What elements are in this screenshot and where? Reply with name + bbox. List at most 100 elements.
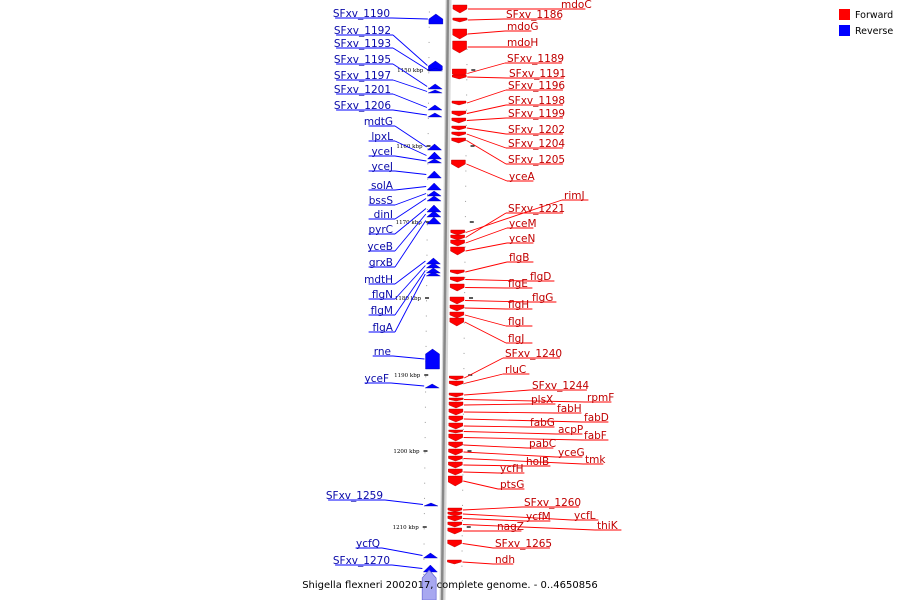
gene-label-holb[interactable]: holB	[526, 456, 549, 468]
gene-label-sfxv-1206[interactable]: SFxv_1206	[334, 100, 391, 112]
gene-rne[interactable]	[425, 348, 440, 370]
gene-label-sfxv-1244[interactable]: SFxv_1244	[532, 380, 589, 392]
gene-sola[interactable]	[426, 182, 442, 191]
gene-label-flgi[interactable]: flgI	[508, 316, 524, 328]
gene-bsss[interactable]	[426, 190, 442, 197]
gene-lpxl[interactable]	[426, 151, 442, 160]
gene-label-lpxl[interactable]: lpxL	[371, 131, 393, 143]
gene-label-ndh[interactable]: ndh	[495, 554, 515, 566]
gene-label-pabc[interactable]: pabC	[529, 438, 556, 450]
gene-label-sfxv-1190[interactable]: SFxv_1190	[333, 8, 390, 20]
gene-label-sfxv-1192[interactable]: SFxv_1192	[334, 25, 391, 37]
gene-label-sfxv-1186[interactable]: SFxv_1186	[506, 9, 563, 21]
gene-ycfq[interactable]	[422, 552, 439, 559]
gene-label-flgn[interactable]: flgN	[372, 289, 393, 301]
gene-label-thik[interactable]: thiK	[597, 520, 619, 532]
gene-mdtg[interactable]	[427, 143, 443, 151]
gene-rpmf[interactable]	[448, 397, 464, 402]
gene-label-sfxv-1265[interactable]: SFxv_1265	[495, 538, 552, 550]
gene-label-ycef[interactable]: yceF	[365, 373, 390, 385]
gene-label-sfxv-1270[interactable]: SFxv_1270	[333, 555, 390, 567]
gene-label-tmk[interactable]: tmk	[585, 454, 606, 466]
gene-label-fabh[interactable]: fabH	[557, 403, 582, 415]
gene-label-ycfm[interactable]: ycfM	[526, 511, 551, 523]
gene-label-sfxv-1259[interactable]: SFxv_1259	[326, 490, 383, 502]
gene-sfxv-1190[interactable]	[428, 13, 444, 25]
gene-label-flgm[interactable]: flgM	[371, 305, 393, 317]
gene-label-flge[interactable]: flgE	[508, 278, 528, 290]
gene-fabh[interactable]	[448, 408, 464, 416]
gene-sfxv-1199[interactable]	[451, 117, 467, 124]
gene-flgd[interactable]	[450, 276, 465, 283]
gene-sfxv-1191[interactable]	[452, 74, 467, 80]
gene-ycei[interactable]	[426, 158, 443, 164]
gene-label-sfxv-1193[interactable]: SFxv_1193	[334, 38, 391, 50]
gene-label-sfxv-1201[interactable]: SFxv_1201	[334, 84, 391, 96]
gene-mdoc[interactable]	[452, 4, 468, 14]
gene-mdog[interactable]	[452, 28, 467, 40]
gene-thik[interactable]	[447, 521, 462, 528]
gene-sfxv-1205[interactable]	[451, 137, 466, 144]
gene-holb[interactable]	[448, 461, 463, 469]
gene-sfxv-1195[interactable]	[427, 83, 443, 90]
gene-sfxv-1240[interactable]	[449, 375, 464, 381]
gene-ycej[interactable]	[426, 170, 442, 179]
gene-label-ycen[interactable]: yceN	[509, 233, 535, 245]
gene-fabf[interactable]	[448, 433, 463, 442]
gene-label-ycea[interactable]: yceA	[509, 171, 535, 183]
gene-partial-block[interactable]	[421, 569, 437, 600]
gene-rluc[interactable]	[448, 380, 464, 387]
gene-ycfl[interactable]	[447, 511, 463, 517]
gene-sfxv-1193[interactable]	[428, 67, 443, 72]
gene-flgg[interactable]	[449, 296, 465, 305]
gene-label-plsx[interactable]: plsX	[531, 394, 553, 406]
gene-label-mdog[interactable]: mdoG	[507, 21, 538, 33]
gene-ycef[interactable]	[424, 383, 440, 389]
gene-label-fabf[interactable]: fabF	[584, 430, 607, 442]
gene-label-mdtg[interactable]: mdtG	[364, 116, 393, 128]
gene-label-ycfq[interactable]: ycfQ	[356, 538, 380, 550]
gene-label-flgg[interactable]: flgG	[532, 292, 553, 304]
gene-sfxv-1221[interactable]	[450, 234, 465, 241]
gene-label-ycem[interactable]: yceM	[509, 218, 537, 230]
gene-label-rimj[interactable]: rimJ	[564, 190, 585, 202]
gene-tmk[interactable]	[448, 455, 463, 462]
gene-sfxv-1202[interactable]	[451, 125, 466, 131]
gene-label-flgh[interactable]: flgH	[508, 299, 529, 311]
gene-label-sfxv-1189[interactable]: SFxv_1189	[507, 53, 564, 65]
gene-label-sfxv-1191[interactable]: SFxv_1191	[509, 68, 566, 80]
gene-label-sola[interactable]: solA	[371, 180, 394, 192]
gene-label-sfxv-1221[interactable]: SFxv_1221	[508, 203, 565, 215]
gene-label-sfxv-1202[interactable]: SFxv_1202	[508, 124, 565, 136]
gene-nagz[interactable]	[447, 527, 462, 535]
gene-label-sfxv-1205[interactable]: SFxv_1205	[508, 154, 565, 166]
gene-flgj[interactable]	[449, 317, 465, 327]
gene-ycem[interactable]	[450, 239, 465, 247]
gene-label-ptsg[interactable]: ptsG	[500, 479, 524, 491]
gene-ycfh[interactable]	[448, 468, 463, 476]
gene-flge[interactable]	[449, 283, 465, 292]
gene-plsx[interactable]	[448, 401, 464, 409]
gene-label-sfxv-1197[interactable]: SFxv_1197	[334, 70, 391, 82]
gene-label-flgj[interactable]: flgJ	[508, 333, 524, 345]
gene-label-mdth[interactable]: mdtH	[364, 274, 393, 286]
gene-ptsg[interactable]	[448, 475, 463, 487]
gene-label-sfxv-1196[interactable]: SFxv_1196	[508, 80, 565, 92]
gene-ycfm[interactable]	[447, 515, 463, 522]
gene-label-yceg[interactable]: yceG	[558, 447, 585, 459]
gene-acpp[interactable]	[448, 429, 463, 434]
gene-label-sfxv-1198[interactable]: SFxv_1198	[508, 95, 565, 107]
gene-label-rluc[interactable]: rluC	[505, 364, 526, 376]
gene-label-flgb[interactable]: flgB	[509, 252, 529, 264]
gene-yceg[interactable]	[448, 448, 463, 456]
gene-label-nagz[interactable]: nagZ	[497, 521, 524, 533]
gene-label-yceb[interactable]: yceB	[367, 241, 393, 253]
gene-fabd[interactable]	[448, 415, 464, 423]
gene-label-bsss[interactable]: bssS	[369, 195, 394, 207]
gene-label-ycfh[interactable]: ycfH	[500, 463, 524, 475]
gene-label-fabd[interactable]: fabD	[584, 412, 609, 424]
gene-ycen[interactable]	[450, 246, 465, 256]
gene-label-mdoc[interactable]: mdoC	[561, 0, 592, 11]
gene-sfxv-1196[interactable]	[451, 100, 467, 106]
gene-label-mdoh[interactable]: mdoH	[507, 37, 538, 49]
